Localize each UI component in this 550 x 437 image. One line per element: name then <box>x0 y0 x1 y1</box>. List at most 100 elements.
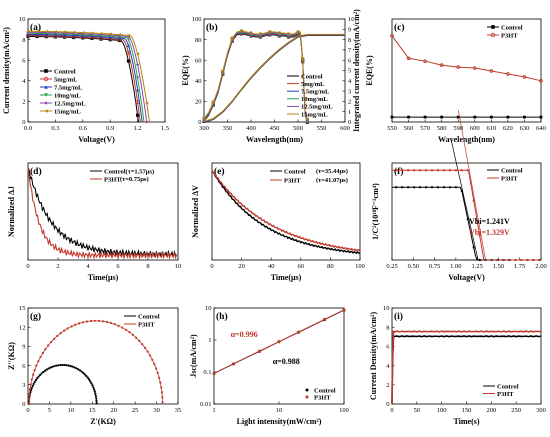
plot-frame <box>213 307 345 405</box>
x-axis-label: Voltage(V) <box>78 135 115 144</box>
panel-f: (f) Voltage(V) 1/C²(10¹⁸F⁻²cm⁴) 0.25 0.50 0.7… <box>371 110 547 282</box>
panel-b: (b)Wavelength(nm)EQE(%)300 350 400 450 500 55… <box>181 9 361 144</box>
data-point <box>532 259 535 261</box>
y-tick-label: 7 <box>348 47 352 54</box>
data-point <box>478 234 481 237</box>
data-point <box>423 59 427 63</box>
x-tick-label: 20 <box>110 407 117 414</box>
y-tick-label: 4 <box>386 363 390 370</box>
y-axis-label: Current Density(mA/cm²) <box>369 312 378 401</box>
legend-label: P3HT <box>501 175 518 182</box>
y-tick-label: 5 <box>348 68 351 75</box>
jv-curve-7.5mg/mL <box>27 33 143 123</box>
legend-marker <box>44 93 48 97</box>
x-tick-label: 60 <box>298 263 305 270</box>
data-point <box>460 169 463 172</box>
y-tick-label: 0.1 <box>203 369 211 376</box>
data-point <box>72 30 76 34</box>
legend-label: P3HT <box>501 32 518 39</box>
x-axis-label: Time(μs) <box>271 273 302 282</box>
legend-label: Control <box>54 68 76 75</box>
data-point <box>448 186 451 189</box>
legend-label: P3HT <box>138 321 155 328</box>
legend-label: P3HT <box>497 391 514 398</box>
y-axis-label: Jsc(mA/cm²) <box>189 334 198 378</box>
data-point <box>240 29 244 33</box>
legend-label: P3HT <box>104 176 121 183</box>
y-tick-label: 10 <box>205 305 212 312</box>
data-point <box>126 33 131 37</box>
x-tick-label: 0.25 <box>386 263 397 270</box>
data-point <box>514 259 517 261</box>
data-point <box>431 186 434 189</box>
x-tick-label: 35 <box>175 407 182 414</box>
y-axis-label: 1/C²(10¹⁸F⁻²cm⁴) <box>371 183 380 240</box>
legend-label: 12.5mg/mL <box>301 104 333 111</box>
x-tick-label: 450 <box>270 125 280 132</box>
data-point <box>506 72 510 76</box>
legend-label: 5mg/mL <box>301 81 325 88</box>
data-point <box>442 186 445 189</box>
data-point <box>401 186 404 189</box>
y-tick-label: 100 <box>192 16 202 23</box>
panel-c: (c) Wavelength(nm) EQE(%) 550 560 570 580 590 60… <box>365 18 546 144</box>
y-tick-label: 4 <box>348 78 352 85</box>
x-tick-label: 250 <box>511 407 521 414</box>
panel-h: (h)Light intensity(mW/cm²)Jsc(mA/cm²)1 10… <box>189 305 349 426</box>
nyquist-arc-P3HT <box>28 320 163 405</box>
y-tick-label: 2 <box>22 99 25 106</box>
y-tick-label: 4 <box>22 78 26 85</box>
data-point <box>136 113 140 117</box>
data-point <box>520 259 523 261</box>
data-point <box>81 30 85 35</box>
y-tick-label: 9 <box>22 344 25 351</box>
x-tick-label: 300 <box>536 407 546 414</box>
data-point <box>26 29 30 33</box>
x-tick-label: 630 <box>520 125 530 132</box>
legend-label: Control <box>497 383 519 390</box>
data-point <box>538 259 541 261</box>
x-tick-label: 580 <box>437 125 447 132</box>
y-tick-label: 0 <box>198 119 201 126</box>
legend-marker <box>490 32 496 38</box>
x-tick-label: 610 <box>486 125 496 132</box>
data-point <box>35 29 39 33</box>
data-point <box>136 76 140 80</box>
x-tick-label: 80 <box>327 263 334 270</box>
data-point <box>322 317 326 321</box>
data-point <box>454 169 457 172</box>
data-point <box>126 38 131 42</box>
y-tick-label: 60 <box>195 57 202 64</box>
x-tick-label: 10 <box>276 407 283 414</box>
data-point <box>472 246 475 249</box>
x-tick-label: 300 <box>199 125 209 132</box>
data-point <box>212 371 216 375</box>
data-point <box>456 65 461 69</box>
data-point <box>90 32 94 36</box>
y-axis-label: Normalized ΔJ <box>7 186 16 237</box>
jv-curve-10mg/mL <box>27 32 145 123</box>
data-point <box>466 218 469 221</box>
tpv-trace-P3HT <box>211 169 361 252</box>
legend-label: Control <box>501 167 523 174</box>
data-point <box>436 186 439 189</box>
data-point <box>249 31 253 35</box>
panel-d: (d) Time(μs) Normalized ΔJ 0 2 4 6 8 10 Control(τ… <box>7 162 181 282</box>
x-tick-label: 590 <box>453 125 463 132</box>
data-point <box>489 115 493 119</box>
x-tick-label: 1.5 <box>161 125 169 132</box>
data-point <box>506 115 510 119</box>
data-point <box>90 31 94 35</box>
legend-label: Control(τ=1.57μs) <box>104 168 154 175</box>
legend-label: Control <box>301 73 323 80</box>
y-tick-label: 0 <box>386 401 389 408</box>
data-point <box>35 30 39 35</box>
x-tick-label: 150 <box>462 407 472 414</box>
x-tick-label: 50 <box>414 407 421 414</box>
data-point <box>53 30 57 34</box>
panel-a: (a)Voltage(V)Current density(mA/cm²)0.0 0… <box>2 16 169 144</box>
y-tick-label: 9 <box>348 27 351 34</box>
